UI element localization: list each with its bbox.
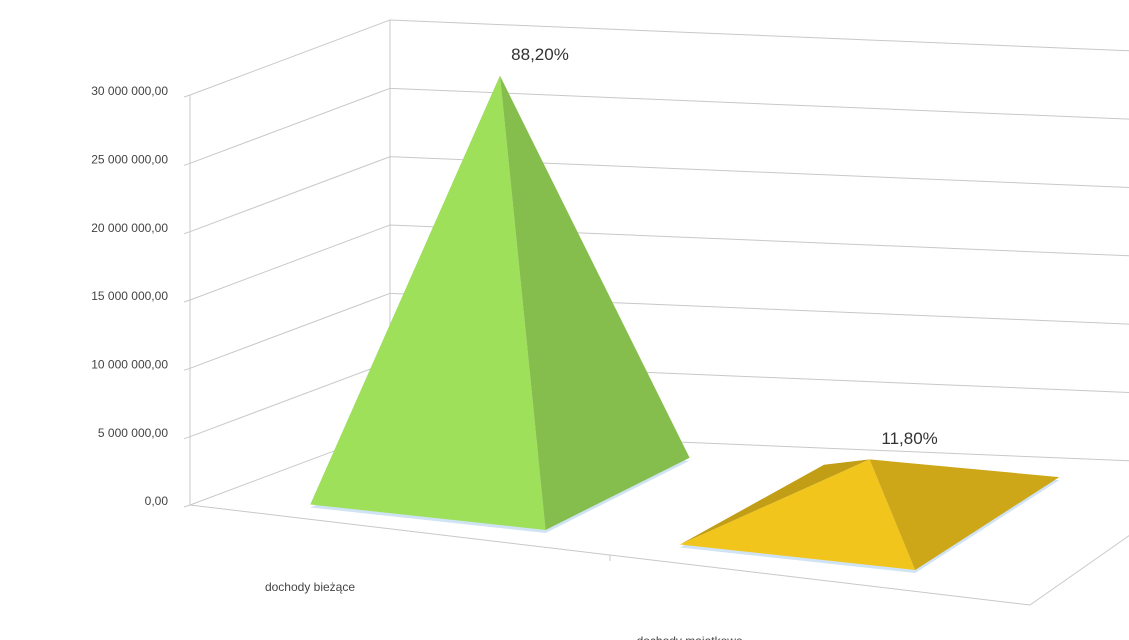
data-label: 88,20% xyxy=(511,45,569,64)
y-tick-label: 10 000 000,00 xyxy=(91,358,168,372)
grid-line xyxy=(183,19,1129,98)
y-tick-label: 20 000 000,00 xyxy=(91,221,168,235)
x-tick-label: dochody majątkowe xyxy=(637,634,743,640)
floor-edge xyxy=(189,504,1129,606)
pyramid-side xyxy=(869,459,1060,570)
grid-line xyxy=(183,292,1129,371)
data-label: 11,80% xyxy=(881,429,937,448)
grid-line xyxy=(183,87,1129,166)
grid-line xyxy=(183,224,1129,303)
y-tick-label: 5 000 000,00 xyxy=(98,426,168,440)
y-tick-label: 15 000 000,00 xyxy=(91,289,168,303)
y-tick-label: 30 000 000,00 xyxy=(91,84,168,98)
y-tick-label: 0,00 xyxy=(145,494,169,508)
pyramid-front xyxy=(680,459,916,570)
grid-line xyxy=(183,156,1129,235)
grid-line xyxy=(183,361,1129,440)
y-tick-label: 25 000 000,00 xyxy=(91,153,168,167)
grid-line xyxy=(183,429,1129,508)
x-tick-label: dochody bieżące xyxy=(265,580,355,594)
pyramid-front xyxy=(310,75,546,530)
pyramid-side xyxy=(500,75,690,530)
